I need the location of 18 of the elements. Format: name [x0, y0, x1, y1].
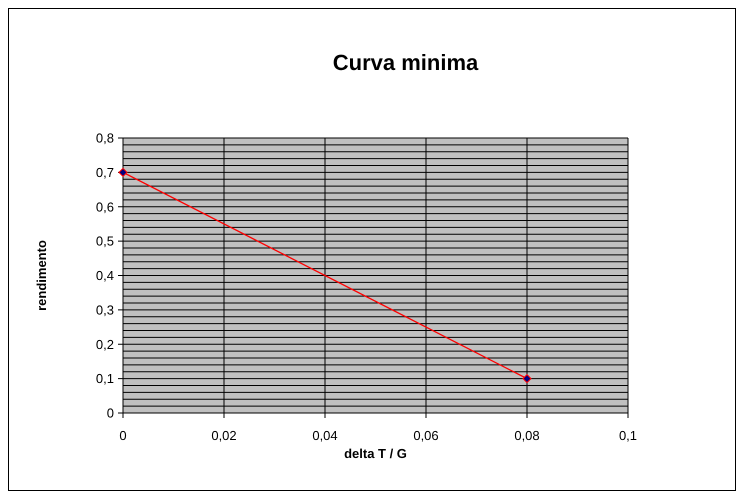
y-tick-label: 0,2	[96, 336, 114, 352]
x-tick-label: 0,06	[413, 428, 439, 443]
x-tick-label: 0,1	[618, 428, 638, 443]
x-tick-label: 0,02	[211, 428, 237, 443]
x-tick-label: 0,04	[312, 428, 338, 443]
y-tick-label: 0	[106, 406, 114, 421]
y-tick-label: 0,5	[96, 234, 114, 249]
y-tick-label: 0,4	[96, 268, 114, 284]
y-tick-label: 0,8	[96, 130, 114, 146]
y-tick-label: 0,6	[96, 199, 114, 214]
y-tick-label: 0,3	[96, 302, 114, 318]
y-tick-label: 0,1	[96, 371, 114, 386]
chart-title: Curva minima	[332, 50, 480, 75]
y-tick-label: 0,7	[96, 164, 114, 180]
x-axis-title: delta T / G	[344, 446, 407, 461]
x-tick-label: 0,08	[514, 428, 540, 443]
x-tick-label: 0	[119, 428, 127, 443]
y-axis-title: rendimento	[34, 240, 49, 311]
